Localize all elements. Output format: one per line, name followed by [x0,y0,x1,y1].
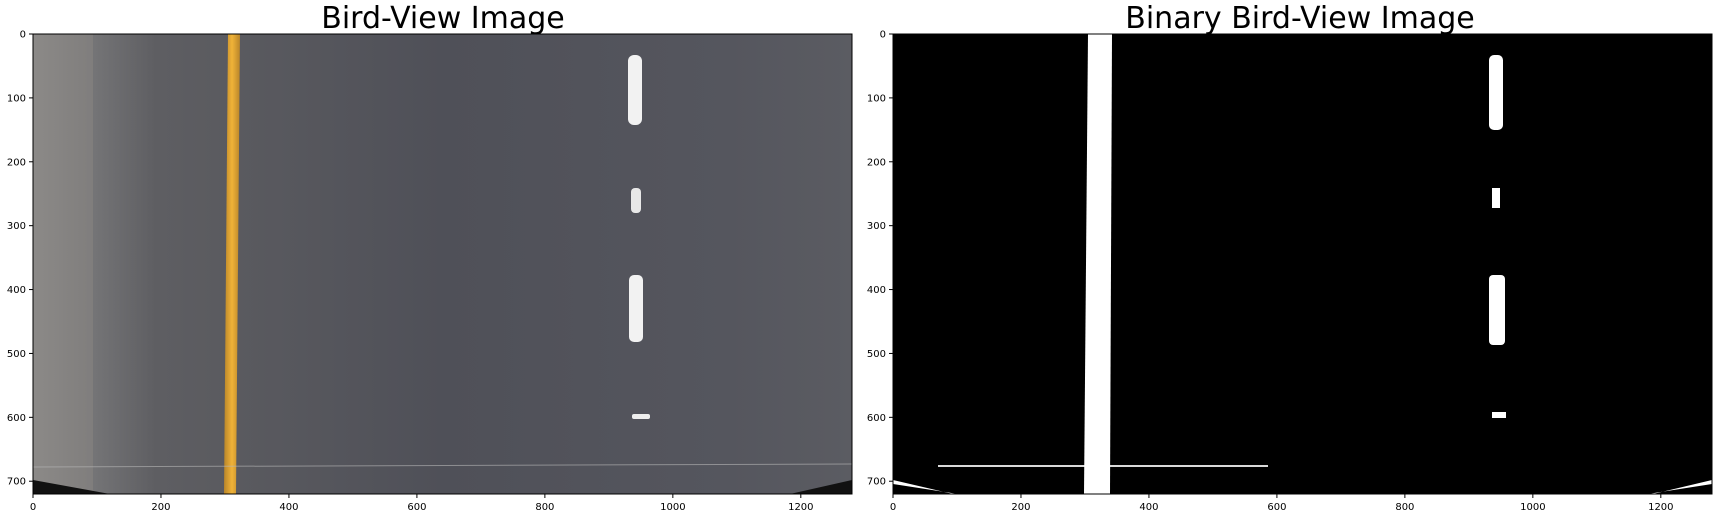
y-tick-label: 400 [7,285,26,296]
axes-frame [32,33,853,495]
y-tick-label: 100 [867,93,886,104]
right-lane-pixels [1489,275,1505,345]
y-tick-label: 100 [7,93,26,104]
road-image [32,34,853,494]
right-lane-pixels [1489,55,1503,130]
binary-image [893,34,1712,494]
right-lane-pixels [1492,188,1500,208]
y-tick-label: 700 [7,477,26,488]
bird-view-figure: Bird-View Image 0 200 400 600 800 1000 1200 0 1… [7,1,853,513]
y-tick-label: 200 [867,157,886,168]
y-axis: 0 100 200 300 400 500 600 700 [867,30,893,488]
y-tick-label: 0 [880,30,886,41]
binary-bird-view-figure: Binary Bird-View Image 0 200 400 600 800 1000… [867,1,1713,513]
panel-title: Bird-View Image [321,1,565,36]
y-tick-label: 600 [7,413,26,424]
y-tick-label: 300 [7,221,26,232]
x-tick-label: 0 [30,502,36,513]
white-dash [628,55,642,125]
x-tick-label: 400 [1139,502,1158,513]
y-tick-label: 700 [867,477,886,488]
panel-title: Binary Bird-View Image [1125,1,1474,36]
y-tick-label: 500 [7,349,26,360]
bird-view-panel: Bird-View Image 0 200 400 600 800 1000 1200 0 1… [0,0,858,519]
y-tick-label: 300 [867,221,886,232]
binary-bird-view-panel: Binary Bird-View Image 0 200 400 600 800 1000… [858,0,1716,519]
white-dash [629,275,643,342]
x-tick-label: 1200 [788,502,813,513]
y-tick-label: 600 [867,413,886,424]
x-axis: 0 200 400 600 800 1000 1200 [890,494,1674,513]
y-tick-label: 200 [7,157,26,168]
x-tick-label: 800 [535,502,554,513]
right-lane-pixels [1492,412,1506,418]
x-tick-label: 1000 [660,502,685,513]
x-axis: 0 200 400 600 800 1000 1200 [30,494,814,513]
y-axis: 0 100 200 300 400 500 600 700 [7,30,33,488]
white-dash [632,414,650,419]
y-tick-label: 0 [20,30,26,41]
x-tick-label: 1200 [1648,502,1673,513]
x-tick-label: 600 [407,502,426,513]
x-tick-label: 1000 [1520,502,1545,513]
x-tick-label: 800 [1395,502,1414,513]
x-tick-label: 200 [151,502,170,513]
x-tick-label: 200 [1011,502,1030,513]
y-tick-label: 500 [867,349,886,360]
x-tick-label: 400 [279,502,298,513]
y-tick-label: 400 [867,285,886,296]
yellow-lane-line [224,34,240,494]
left-lane-pixels [1084,34,1112,494]
axes-frame [892,33,1713,495]
x-tick-label: 600 [1267,502,1286,513]
white-dash [631,188,641,213]
x-tick-label: 0 [890,502,896,513]
